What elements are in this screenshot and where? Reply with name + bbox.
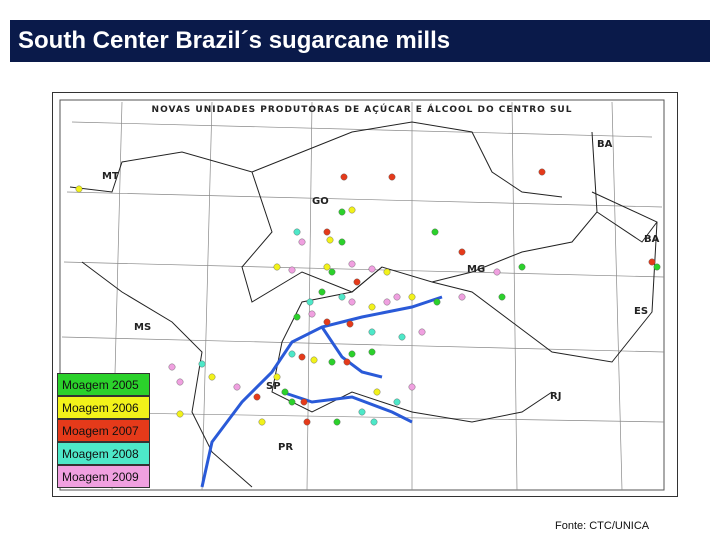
mill-marker <box>168 363 176 371</box>
mill-marker <box>318 288 326 296</box>
mill-marker <box>433 298 441 306</box>
mill-marker <box>348 350 356 358</box>
source-note: Fonte: CTC/UNICA <box>555 520 650 532</box>
mill-marker <box>373 388 381 396</box>
mill-marker <box>340 173 348 181</box>
mill-marker <box>293 228 301 236</box>
mill-marker <box>310 356 318 364</box>
mill-marker <box>176 378 184 386</box>
mill-marker <box>383 298 391 306</box>
slide-title: South Center Brazil´s sugarcane mills <box>10 20 710 62</box>
legend: Moagem 2005 Moagem 2006 Moagem 2007 Moagem … <box>57 373 150 488</box>
mill-marker <box>348 298 356 306</box>
legend-entry: Moagem 2008 <box>57 442 150 465</box>
mill-marker <box>458 293 466 301</box>
mill-marker <box>303 418 311 426</box>
mill-marker <box>258 418 266 426</box>
mill-marker <box>538 168 546 176</box>
mill-marker <box>648 258 656 266</box>
mill-marker <box>323 263 331 271</box>
state-label: SP <box>266 381 281 392</box>
mill-marker <box>273 373 281 381</box>
state-label: BA <box>597 139 613 150</box>
mill-marker <box>288 266 296 274</box>
mill-marker <box>348 206 356 214</box>
mill-marker <box>493 268 501 276</box>
mill-marker <box>333 418 341 426</box>
state-label: ES <box>634 306 648 317</box>
map-frame <box>52 92 678 497</box>
mill-marker <box>288 398 296 406</box>
mill-marker <box>328 268 336 276</box>
mill-marker <box>408 293 416 301</box>
legend-entry: Moagem 2005 <box>57 373 150 396</box>
mill-marker <box>383 268 391 276</box>
mill-marker <box>418 328 426 336</box>
mill-marker <box>75 185 83 193</box>
mill-marker <box>323 318 331 326</box>
mill-marker <box>298 353 306 361</box>
mill-marker <box>253 393 261 401</box>
legend-entry: Moagem 2006 <box>57 396 150 419</box>
mill-marker <box>306 298 314 306</box>
mill-marker <box>198 360 206 368</box>
mill-marker <box>348 260 356 268</box>
mill-marker <box>338 238 346 246</box>
legend-entry: Moagem 2009 <box>57 465 150 488</box>
mill-marker <box>518 263 526 271</box>
mill-marker <box>288 350 296 358</box>
mill-marker <box>653 263 661 271</box>
mill-marker <box>323 228 331 236</box>
mill-marker <box>393 398 401 406</box>
state-label: MT <box>102 171 119 182</box>
mill-marker <box>208 373 216 381</box>
state-label: GO <box>312 196 329 207</box>
mill-marker <box>368 328 376 336</box>
mill-marker <box>398 333 406 341</box>
mill-marker <box>328 358 336 366</box>
mill-marker <box>281 388 289 396</box>
mill-marker <box>458 248 466 256</box>
mill-marker <box>408 383 416 391</box>
mill-marker <box>346 320 354 328</box>
state-label: BA <box>644 234 660 245</box>
state-label: RJ <box>550 391 561 402</box>
rivers <box>200 295 443 488</box>
mill-marker <box>393 293 401 301</box>
mill-marker <box>343 358 351 366</box>
mill-marker <box>358 408 366 416</box>
mill-marker <box>300 398 308 406</box>
state-label: PR <box>278 442 293 453</box>
mill-marker <box>431 228 439 236</box>
mill-marker <box>338 208 346 216</box>
state-label: MG <box>467 264 485 275</box>
mill-marker <box>298 238 306 246</box>
mill-marker <box>368 303 376 311</box>
state-borders <box>69 121 658 488</box>
mill-marker <box>308 310 316 318</box>
mill-marker <box>338 293 346 301</box>
map: NOVAS UNIDADES PRODUTORAS DE AÇÚCAR E ÁL… <box>52 92 678 497</box>
mill-marker <box>368 348 376 356</box>
mill-marker <box>176 410 184 418</box>
legend-entry: Moagem 2007 <box>57 419 150 442</box>
mill-marker <box>368 265 376 273</box>
mill-marker <box>353 278 361 286</box>
mill-marker <box>233 383 241 391</box>
map-title: NOVAS UNIDADES PRODUTORAS DE AÇÚCAR E ÁL… <box>152 103 573 115</box>
state-label: MS <box>134 322 151 333</box>
mill-marker <box>293 313 301 321</box>
mill-marker <box>498 293 506 301</box>
mill-marker <box>388 173 396 181</box>
mill-marker <box>370 418 378 426</box>
map-inner-frame <box>59 99 665 491</box>
mill-marker <box>273 263 281 271</box>
mill-marker <box>326 236 334 244</box>
